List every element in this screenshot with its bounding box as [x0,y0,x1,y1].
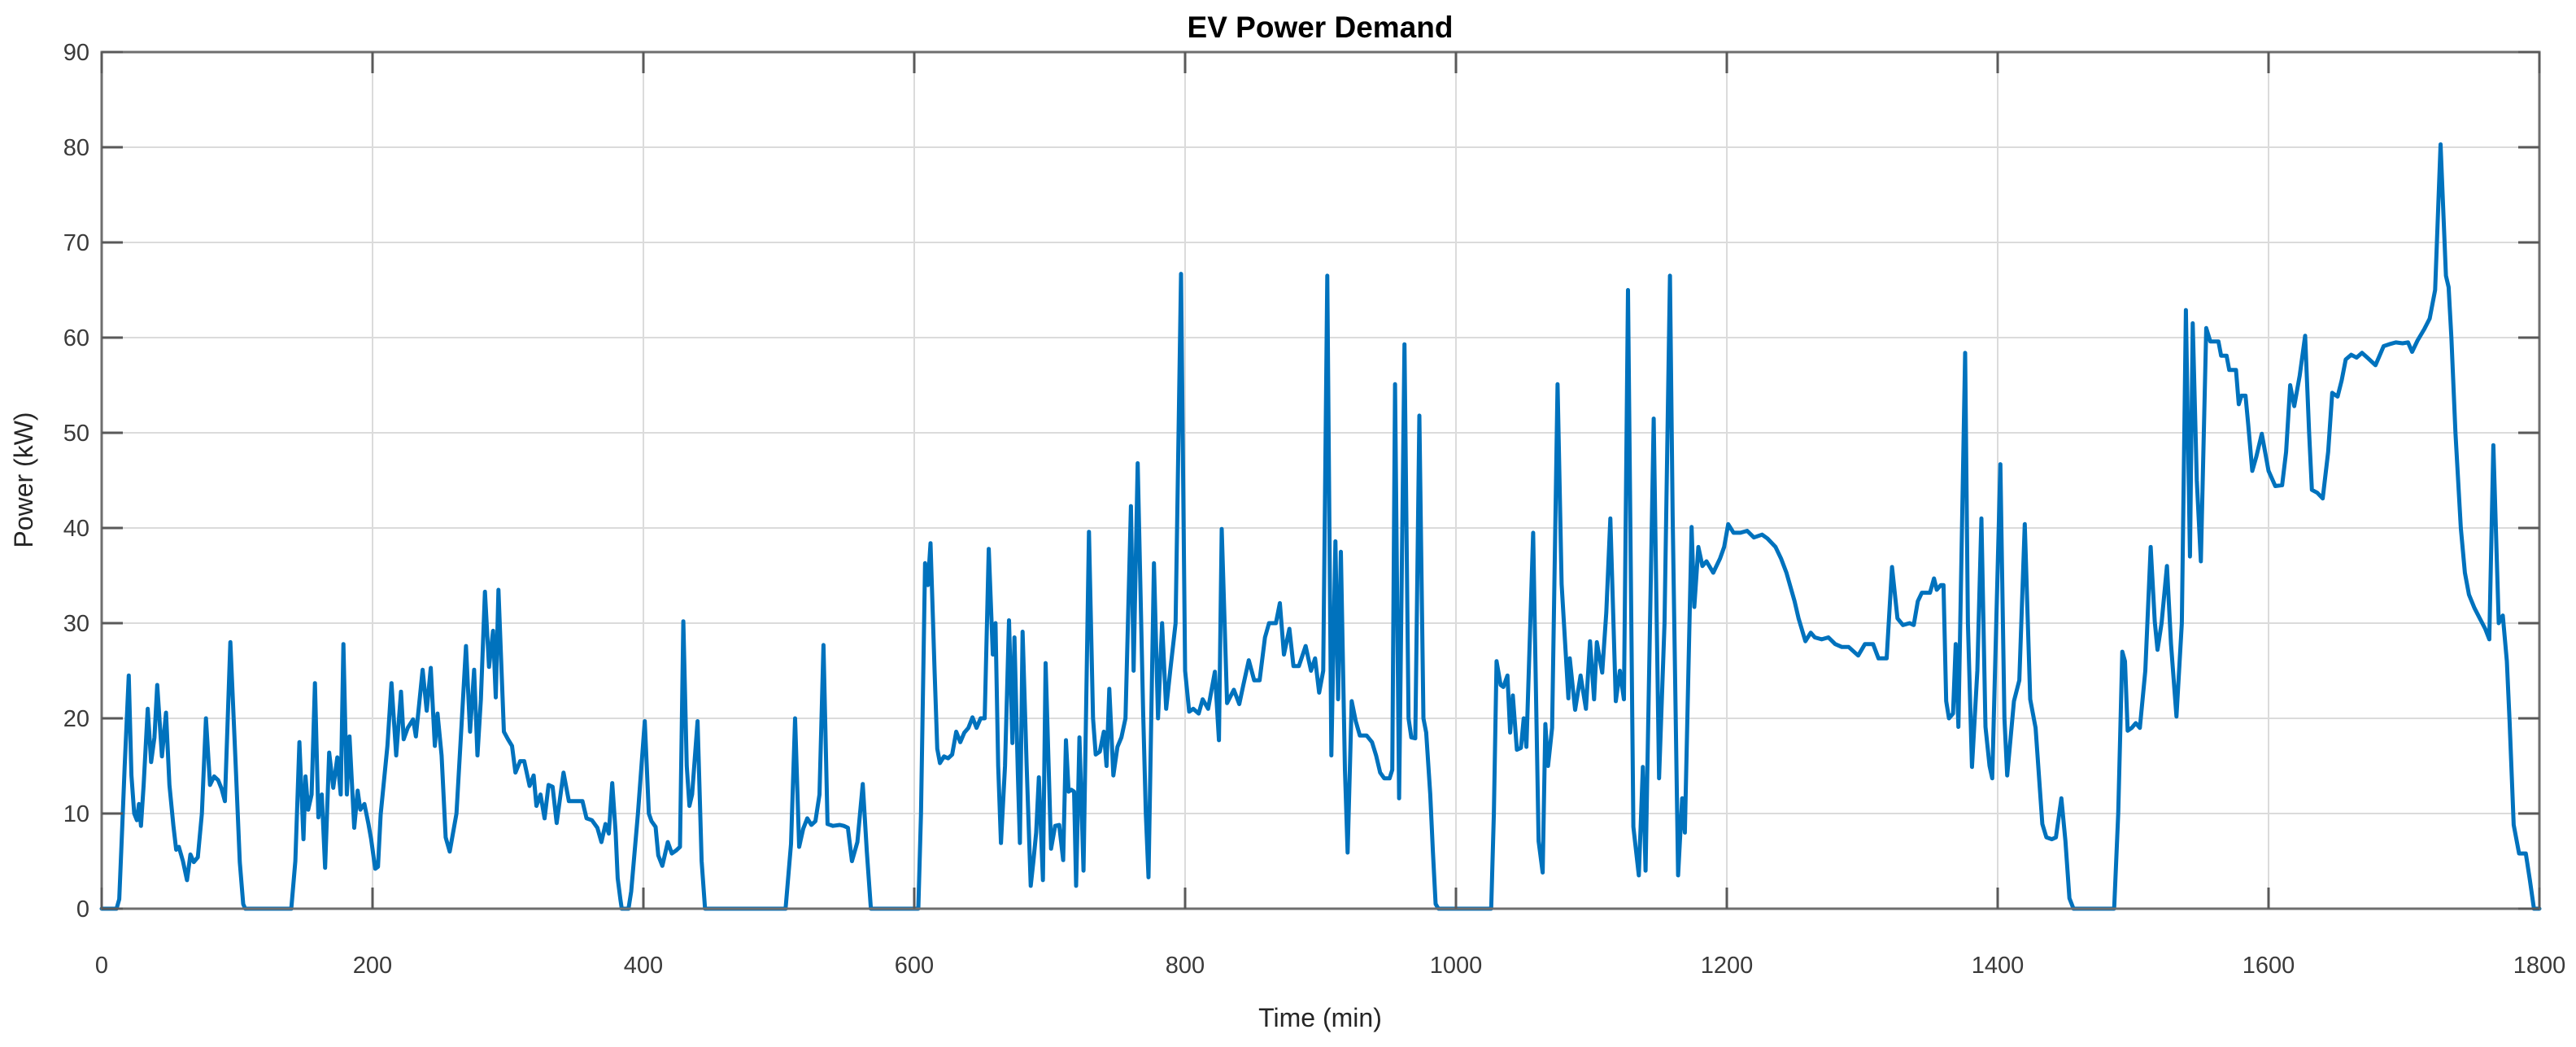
x-tick-label: 200 [353,953,392,979]
y-tick-label: 40 [63,516,89,542]
x-tick-label: 1200 [1701,953,1754,979]
x-tick-label: 1000 [1430,953,1483,979]
y-tick-label: 20 [63,706,89,732]
y-tick-label: 60 [63,325,89,351]
y-tick-label: 80 [63,135,89,161]
x-tick-label: 1400 [1972,953,2025,979]
x-axis-label: Time (min) [1258,1003,1382,1032]
grid-layer [102,52,2539,909]
label-layer: EV Power Demand Time (min) Power (kW) [9,11,1453,1032]
x-tick-label: 1600 [2243,953,2295,979]
demand-line [99,142,2542,911]
axes-box [100,50,2541,910]
tick-layer: 0 200 400 600 800 1000 1200 1400 1600 1800 0 10 20 30… [63,40,2566,979]
x-tick-label: 1800 [2513,953,2566,979]
y-axis-label: Power (kW) [9,412,38,547]
y-tick-label: 0 [76,896,89,923]
data-layer [99,142,2542,911]
x-tick-label: 600 [895,953,934,979]
x-tick-label: 0 [95,953,108,979]
y-tick-label: 90 [63,40,89,66]
axes-frame [100,50,2541,910]
y-tick-label: 10 [63,801,89,827]
y-tick-label: 50 [63,421,89,447]
y-tick-label: 30 [63,611,89,637]
x-tick-label: 800 [1166,953,1205,979]
y-tick-label: 70 [63,230,89,256]
chart-title: EV Power Demand [1188,11,1454,44]
x-tick-label: 400 [624,953,663,979]
